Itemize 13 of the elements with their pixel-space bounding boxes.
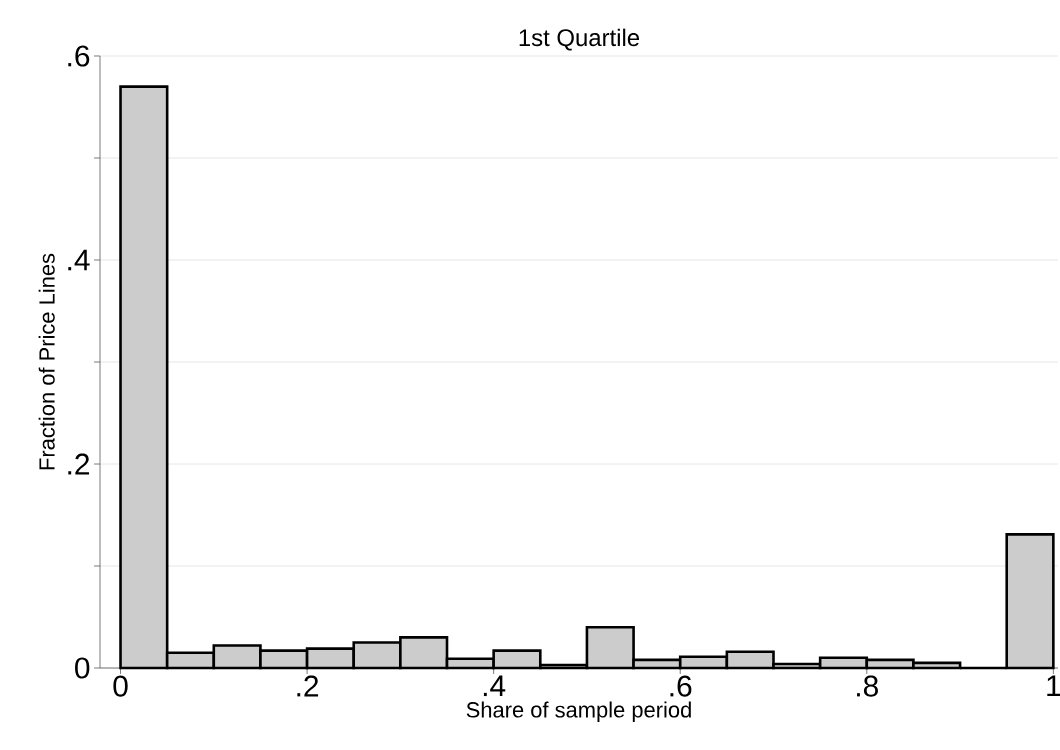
x-tick-label: .8 — [857, 675, 878, 697]
x-tick-label: .4 — [483, 675, 506, 697]
y-tick-label: .2 — [68, 453, 90, 475]
y-tick-label: .6 — [68, 45, 90, 67]
x-axis-title: Share of sample period — [466, 701, 691, 722]
y-axis-title: Fraction of Price Lines — [38, 253, 55, 470]
x-tick-label: .6 — [670, 675, 692, 697]
x-tick-label: .2 — [297, 675, 319, 697]
y-tick-label: .4 — [68, 249, 90, 271]
x-tick-label: 1 — [1047, 675, 1060, 697]
chart-title: 1st Quartile — [519, 28, 640, 51]
x-tick-label: 0 — [113, 675, 128, 697]
y-tick-label: 0 — [75, 657, 90, 679]
